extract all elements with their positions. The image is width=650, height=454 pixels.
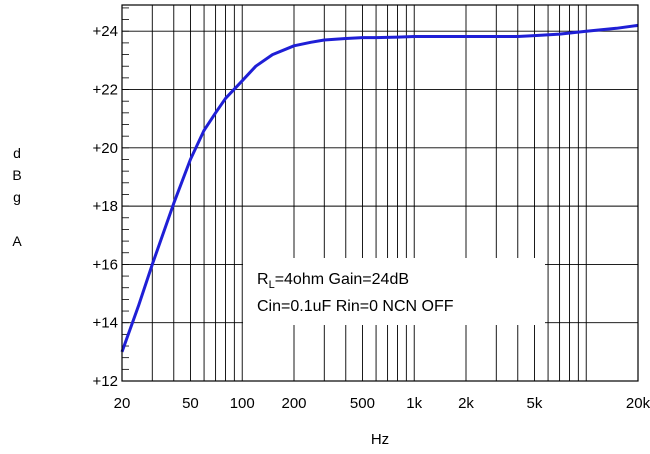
x-axis-title: Hz <box>371 431 389 448</box>
x-tick-label: 5k <box>527 395 543 412</box>
y-tick-label: +18 <box>93 198 118 215</box>
annotation-box <box>243 258 545 325</box>
annotation-load-gain: =4ohm Gain=24dB <box>275 271 409 288</box>
x-tick-labels: 20 50 100 200 500 1k 2k 5k 20k <box>114 395 650 412</box>
annotation-r: R <box>257 271 269 288</box>
y-tick-label: +16 <box>93 256 118 273</box>
y-tick-label: +14 <box>93 315 118 332</box>
y-axis-label-char: B <box>12 167 21 183</box>
y-axis-label-char: g <box>13 189 21 205</box>
y-axis-label: dBg A <box>12 145 22 249</box>
x-tick-label: 500 <box>350 395 375 412</box>
x-tick-label: 1k <box>406 395 422 412</box>
curves <box>120 23 639 353</box>
y-axis-label-char: d <box>13 145 21 161</box>
annotation-line-2: Cin=0.1uF Rin=0 NCN OFF <box>257 298 454 315</box>
x-tick-label: 200 <box>281 395 306 412</box>
y-tick-labels: +12 +14 +16 +18 +20 +22 +24 <box>93 23 118 390</box>
x-tick-label: 20k <box>626 395 650 412</box>
y-tick-label: +22 <box>93 82 118 99</box>
response-curve <box>120 23 639 353</box>
x-tick-label: 20 <box>114 395 131 412</box>
annotation-l-subscript: L <box>269 279 275 291</box>
x-tick-label: 100 <box>230 395 255 412</box>
x-tick-label: 2k <box>458 395 474 412</box>
annotation-line-1: RL=4ohm Gain=24dB <box>257 271 409 291</box>
y-tick-label: +24 <box>93 23 118 40</box>
y-tick-label: +20 <box>93 140 118 157</box>
y-axis-label-char: A <box>12 233 22 249</box>
plot-frame <box>121 4 639 382</box>
y-tick-label: +12 <box>93 373 118 390</box>
x-tick-label: 50 <box>182 395 199 412</box>
